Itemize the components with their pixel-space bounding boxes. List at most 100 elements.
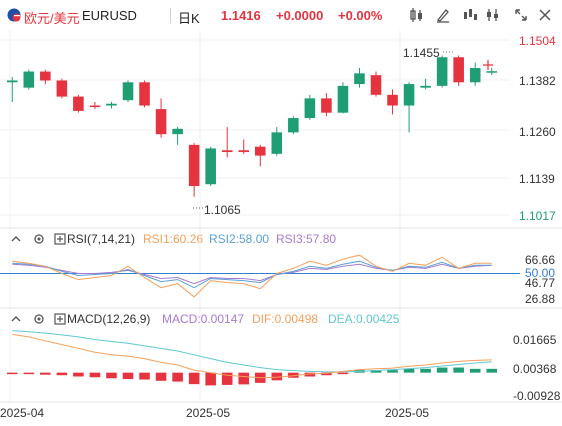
candle-body	[205, 148, 216, 185]
symbol-name-cn[interactable]: 欧元/美元	[24, 11, 80, 26]
dea-value: DEA:0.00425	[328, 312, 400, 326]
rsi2-value: RSI2:58.00	[209, 232, 270, 246]
chart-toolbar: 欧元/美元 EURUSD 日K 1.1416 +0.0000 +0.00%	[0, 0, 562, 30]
candle-body	[321, 98, 332, 113]
macd-histogram-bar	[436, 367, 448, 373]
settings-icon[interactable]	[484, 6, 502, 24]
macd-histogram-bar	[354, 370, 365, 373]
time-axis-label: 2025-04	[0, 406, 45, 420]
price-axis-label: 1.1139	[519, 172, 555, 186]
candle-body	[56, 80, 68, 97]
candle-body	[436, 57, 448, 86]
rsi1-value: RSI1:60.26	[143, 232, 204, 246]
indicator-settings-icon[interactable]	[33, 233, 45, 245]
macd-histogram-bar	[122, 372, 134, 380]
macd-histogram-bar	[420, 368, 431, 373]
macd-histogram-bar	[387, 370, 398, 373]
macd-indicator-label[interactable]: MACD(12,26,9)	[67, 312, 151, 326]
candle-body	[238, 150, 250, 153]
price-axis-label: 1.1382	[519, 74, 556, 88]
candle-body	[73, 96, 84, 111]
price-axis-label: 1.1017	[519, 209, 556, 223]
dea-line	[12, 330, 492, 373]
candle-body	[304, 98, 316, 119]
candle-body	[403, 84, 415, 106]
period-selector[interactable]: 日K	[178, 11, 200, 26]
candle-body	[271, 132, 283, 154]
macd-histogram-bar	[6, 372, 18, 375]
rsi3-value: RSI3:57.80	[276, 232, 337, 246]
candle-body	[337, 85, 349, 113]
low-price-annotation: 1.1065	[204, 203, 241, 217]
dif-value: DIF:0.00498	[252, 312, 319, 326]
macd-histogram-bar	[370, 370, 382, 373]
macd-histogram-bar	[106, 372, 117, 379]
indicator-icon[interactable]	[461, 6, 479, 24]
macd-histogram-bar	[321, 372, 332, 376]
last-price: 1.1416	[221, 8, 261, 23]
collapse-indicator-icon[interactable]	[10, 313, 22, 325]
macd-histogram-bar	[271, 372, 283, 381]
candle-body	[354, 73, 365, 85]
rsi1-line	[12, 254, 492, 298]
rsi-indicator-label[interactable]: RSI(7,14,21)	[67, 232, 136, 246]
macd-histogram-bar	[469, 368, 481, 373]
time-axis-label: 2025-05	[186, 406, 231, 420]
symbol-code[interactable]: EURUSD	[82, 8, 137, 23]
macd-histogram-bar	[89, 372, 101, 378]
candle-body	[453, 57, 464, 83]
indicator-settings-icon[interactable]	[33, 313, 45, 325]
macd-histogram-bar	[288, 372, 299, 378]
macd-histogram-bar	[453, 367, 464, 373]
macd-histogram-bar	[23, 372, 35, 375]
price-axis-label: 1.1504	[519, 34, 556, 48]
close-icon[interactable]	[536, 6, 554, 24]
price-change: +0.0000	[276, 8, 324, 23]
indicator-select-icon[interactable]	[54, 233, 66, 245]
toolbar-divider	[170, 8, 171, 23]
macd-histogram-bar	[155, 372, 167, 381]
fullscreen-icon[interactable]	[512, 6, 530, 24]
macd-histogram-bar	[254, 372, 266, 383]
candlestick-type-icon[interactable]	[407, 6, 425, 24]
candle-body	[420, 85, 431, 88]
candle-body	[106, 103, 117, 106]
candle-body	[40, 71, 51, 81]
candle-body	[155, 109, 167, 135]
macd-histogram-bar	[73, 372, 84, 377]
macd-axis-label: -0.00928	[513, 389, 561, 403]
macd-histogram-bar	[56, 372, 68, 376]
candle-body	[288, 118, 299, 133]
macd-histogram-bar	[304, 372, 316, 377]
rsi3-line	[12, 263, 492, 285]
candle-body	[89, 105, 101, 108]
macd-histogram-bar	[139, 372, 150, 380]
candle-body	[387, 94, 398, 106]
macd-histogram-bar	[238, 372, 250, 385]
rsi2-line	[12, 260, 492, 289]
rsi-axis-label: 26.88	[525, 292, 556, 306]
candle-body	[254, 146, 266, 156]
macd-histogram-bar	[205, 372, 216, 386]
macd-axis-label: 0.00368	[513, 362, 557, 376]
candle-body	[139, 82, 150, 106]
collapse-indicator-icon[interactable]	[10, 233, 22, 245]
candle-body	[122, 82, 134, 101]
candle-body	[469, 67, 481, 83]
macd-histogram-bar	[403, 368, 415, 373]
candle-body	[188, 144, 200, 187]
price-axis-label: 1.1260	[519, 125, 556, 139]
macd-axis-label: 0.01665	[513, 333, 557, 347]
macd-histogram-bar	[486, 368, 498, 373]
macd-histogram-bar	[221, 372, 233, 385]
candle-body	[221, 150, 233, 153]
draw-tool-icon[interactable]	[434, 6, 452, 24]
indicator-select-icon[interactable]	[54, 313, 66, 325]
macd-histogram-bar	[337, 372, 349, 375]
time-axis-label: 2025-05	[385, 406, 430, 420]
rsi-axis-label: 46.77	[525, 276, 556, 290]
candle-body	[370, 75, 382, 95]
high-price-annotation: 1.1455	[403, 46, 440, 60]
macd-histogram-bar	[40, 372, 51, 375]
